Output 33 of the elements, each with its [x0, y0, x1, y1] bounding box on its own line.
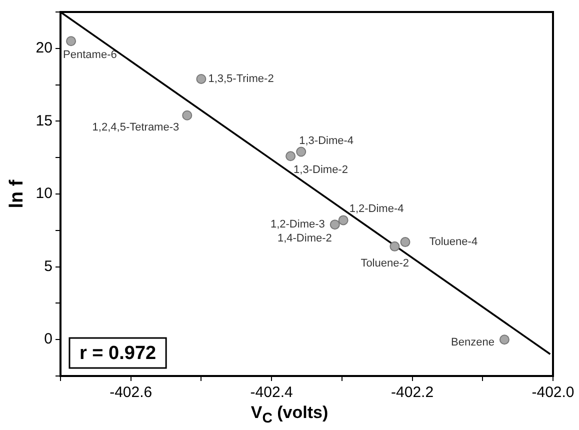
annotation: 1,4-Dime-2: [277, 232, 332, 245]
y-tick-label: 5: [44, 258, 52, 275]
point: [196, 74, 206, 84]
point: [400, 237, 410, 248]
annotation: 1,2,4,5-Tetrame-3: [92, 121, 180, 134]
annotation: Toluene-2: [360, 257, 410, 270]
annotation: Toluene-4: [429, 236, 478, 248]
annotation: 1,3,5-Trime-2: [208, 73, 274, 86]
y-tick-label: 20: [36, 40, 52, 57]
y-axis-title: ln f: [6, 179, 28, 208]
x-tick-label: -402.4: [250, 384, 293, 402]
point: [390, 241, 400, 252]
y-tick-label: 0: [44, 330, 52, 348]
y-tick-label: 10: [36, 185, 52, 202]
point: [66, 36, 76, 46]
x-tick-label: -402.2: [391, 384, 434, 402]
annotation: 1,2-Dime-4: [349, 203, 404, 216]
annotation: 1,2-Dime-3: [270, 218, 325, 231]
annotation: r = 0.972: [79, 343, 156, 364]
x-tick-label: -402.6: [110, 384, 152, 402]
point: [182, 110, 192, 120]
point: [286, 151, 296, 162]
point: [499, 334, 510, 345]
annotation: 1,3-Dime-4: [299, 134, 354, 147]
x-tick-label: -402.0: [532, 384, 574, 402]
x-axis-title: V$_{C}$ (volts): [250, 403, 330, 426]
annotation: Benzene: [451, 336, 494, 349]
annotation: 1,3-Dime-2: [294, 164, 348, 176]
point: [330, 220, 340, 230]
annotation: Pentame-6: [63, 49, 117, 62]
point: [338, 215, 348, 226]
point: [296, 146, 306, 157]
y-tick-label: 15: [36, 112, 52, 130]
